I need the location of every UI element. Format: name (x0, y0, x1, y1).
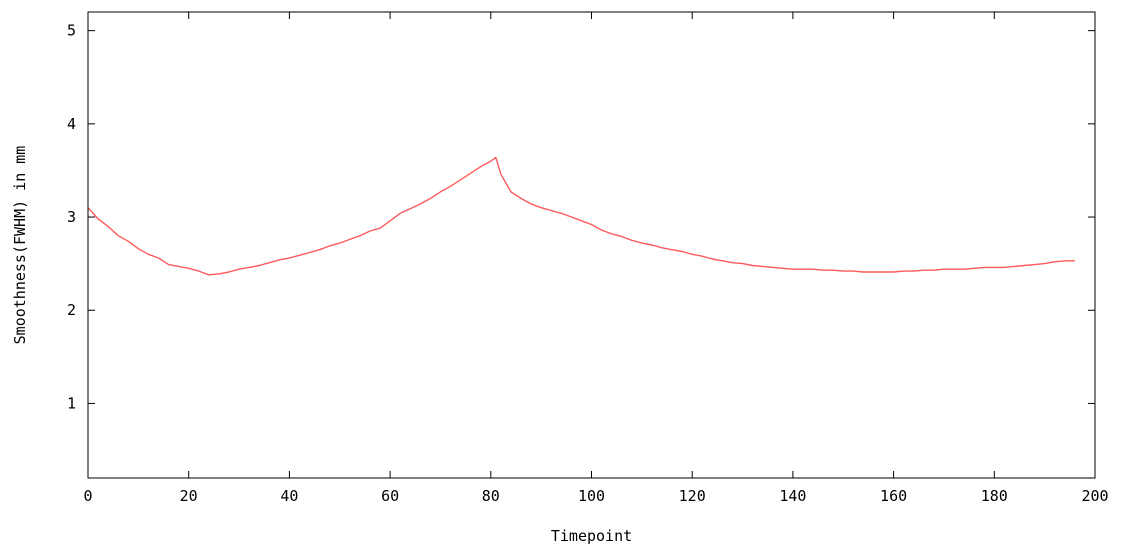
series-line-0 (87, 156, 1075, 276)
y-axis-label: Smoothness(FWHM) in mm (11, 146, 29, 345)
series-layer (87, 156, 1075, 276)
x-tick-label: 40 (280, 487, 298, 505)
x-axis-label: Timepoint (551, 527, 632, 545)
y-tick-label: 3 (67, 208, 76, 226)
x-tick-label: 120 (679, 487, 706, 505)
x-tick-label: 200 (1081, 487, 1108, 505)
x-tick-label: 80 (482, 487, 500, 505)
y-tick-label: 2 (67, 301, 76, 319)
x-tick-label: 60 (381, 487, 399, 505)
x-tick-label: 0 (83, 487, 92, 505)
x-tick-label: 100 (578, 487, 605, 505)
x-tick-label: 140 (779, 487, 806, 505)
plot-frame (87, 11, 1096, 479)
x-tick-label: 20 (180, 487, 198, 505)
y-tick-label: 1 (67, 394, 76, 412)
y-tick-label: 5 (67, 22, 76, 40)
x-tick-label: 180 (981, 487, 1008, 505)
tick-labels: 0 20 40 60 80 100 120 140 160 180 200 1 2 3 4 5 (67, 22, 1109, 505)
y-tick-label: 4 (67, 115, 76, 133)
x-tick-label: 160 (880, 487, 907, 505)
axis-ticks (87, 12, 1096, 478)
